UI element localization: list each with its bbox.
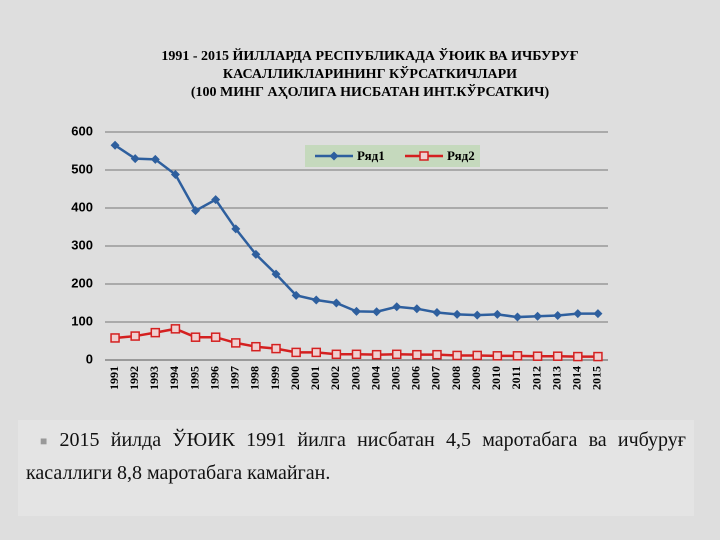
x-tick-label: 1991 (107, 366, 121, 390)
marker (170, 324, 181, 334)
marker (593, 309, 603, 319)
marker (472, 310, 482, 320)
marker (412, 349, 422, 360)
marker (552, 351, 563, 361)
text-box: ■ 2015 йилда ЎЮИК 1991 йилга нисбатан 4,5… (18, 420, 694, 516)
marker (190, 332, 201, 342)
y-tick-label: 600 (71, 123, 93, 138)
x-tick-label: 2013 (549, 366, 563, 390)
legend-marker (329, 151, 339, 161)
chart-title: КАСАЛЛИКЛАРИНИНГ КЎРСАТКИЧЛАРИ (223, 65, 517, 82)
marker (170, 170, 180, 180)
marker (231, 224, 241, 234)
x-tick-label: 2010 (489, 366, 503, 390)
y-tick-label: 0 (86, 351, 93, 366)
marker (291, 347, 301, 358)
marker (191, 206, 201, 216)
marker (150, 327, 161, 338)
marker (372, 307, 382, 317)
x-tick-label: 1998 (248, 366, 262, 390)
x-tick-label: 2007 (429, 366, 443, 390)
marker (150, 154, 160, 164)
marker (311, 295, 321, 305)
x-tick-label: 1997 (228, 366, 242, 390)
marker (391, 349, 402, 360)
paragraph: 2015 йилда ЎЮИК 1991 йилга нисбатан 4,5 … (26, 429, 686, 485)
chart: 1991 - 2015 ЙИЛЛАРДА РЕСПУБЛИКАДА ЎЮИК В… (71, 47, 608, 390)
marker (110, 140, 120, 150)
marker (231, 338, 241, 348)
marker (371, 349, 382, 360)
x-tick-label: 2003 (348, 366, 362, 390)
marker (271, 343, 281, 354)
marker (352, 306, 361, 316)
x-tick-label: 2004 (368, 366, 382, 390)
x-tick-label: 2006 (409, 366, 423, 390)
x-tick-label: 1994 (167, 366, 181, 390)
y-tick-label: 300 (71, 237, 93, 252)
marker (351, 349, 362, 360)
marker (573, 309, 583, 319)
legend-box (305, 145, 480, 167)
marker (512, 312, 522, 322)
marker (573, 351, 583, 362)
x-tick-label: 2014 (570, 366, 584, 390)
marker (412, 304, 422, 314)
x-tick-label: 1993 (147, 366, 161, 390)
marker (291, 290, 301, 300)
x-tick-label: 1992 (127, 366, 141, 390)
marker (532, 351, 543, 361)
marker (331, 298, 341, 308)
x-tick-label: 2009 (469, 366, 483, 390)
marker (593, 351, 603, 362)
x-tick-label: 2011 (509, 366, 523, 389)
marker (311, 347, 322, 358)
marker (553, 311, 563, 321)
marker (452, 350, 462, 361)
chart-title: 1991 - 2015 ЙИЛЛАРДА РЕСПУБЛИКАДА ЎЮИК В… (161, 47, 578, 64)
marker (271, 269, 281, 279)
x-tick-label: 1996 (207, 366, 221, 390)
legend-label: Ряд1 (357, 148, 385, 163)
chart-title: (100 МИНГ АҲОЛИГА НИСБАТАН ИНТ.КЎРСАТКИЧ… (191, 83, 550, 100)
marker (130, 154, 140, 164)
x-tick-label: 2015 (590, 366, 604, 390)
x-tick-label: 2012 (529, 366, 543, 390)
marker (392, 302, 402, 312)
marker (472, 350, 482, 361)
marker (251, 341, 261, 352)
marker (533, 311, 543, 321)
bullet: ■ (40, 434, 54, 449)
x-tick-label: 1999 (268, 366, 282, 390)
x-tick-label: 2005 (388, 366, 402, 390)
marker (210, 332, 221, 342)
y-tick-label: 400 (71, 199, 93, 214)
y-tick-label: 200 (71, 275, 93, 290)
legend-marker (419, 151, 429, 161)
marker (492, 309, 502, 319)
marker (110, 333, 120, 343)
marker (211, 195, 221, 205)
marker (251, 249, 261, 259)
marker (452, 309, 462, 319)
y-tick-label: 100 (71, 313, 93, 328)
marker (331, 349, 342, 360)
marker (432, 308, 442, 317)
x-tick-label: 2000 (288, 366, 302, 390)
y-tick-label: 500 (71, 161, 93, 176)
x-tick-label: 2001 (308, 366, 322, 390)
x-tick-label: 2002 (328, 366, 342, 390)
x-tick-label: 1995 (187, 366, 201, 390)
legend-label: Ряд2 (447, 148, 475, 163)
marker (432, 349, 442, 360)
marker (130, 331, 140, 341)
series-line (114, 144, 598, 319)
x-tick-label: 2008 (449, 366, 463, 390)
marker (512, 351, 523, 361)
marker (492, 351, 503, 361)
